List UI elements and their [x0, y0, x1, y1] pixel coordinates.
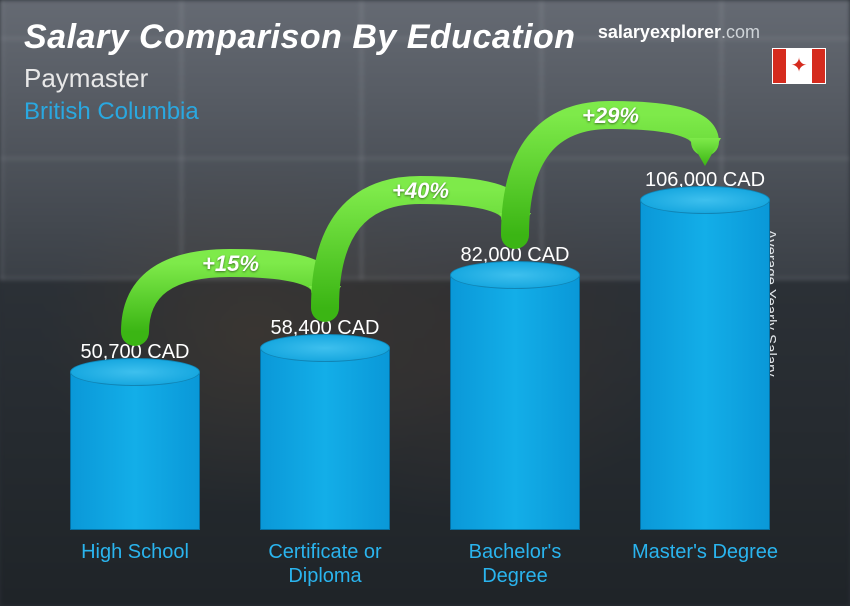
maple-leaf-icon: ✦ — [791, 56, 808, 76]
bar — [450, 275, 580, 530]
category-label: Certificate or Diploma — [245, 540, 405, 588]
bar — [70, 372, 200, 530]
category-label: High School — [81, 540, 189, 588]
bar-group: 82,000 CAD Bachelor's Degree — [420, 150, 610, 588]
bar-group: 106,000 CAD Master's Degree — [610, 150, 800, 588]
region-label: British Columbia — [24, 98, 826, 126]
category-label: Bachelor's Degree — [435, 540, 595, 588]
bar-group: 58,400 CAD Certificate or Diploma — [230, 150, 420, 588]
canada-flag-icon: ✦ — [772, 48, 826, 84]
bar-chart: 50,700 CAD High School 58,400 CAD Certif… — [40, 150, 800, 588]
brand-watermark: salaryexplorer.com — [598, 22, 760, 43]
category-label: Master's Degree — [632, 540, 778, 588]
job-title: Paymaster — [24, 63, 826, 94]
bar — [260, 348, 390, 530]
bar-group: 50,700 CAD High School — [40, 150, 230, 588]
bar — [640, 200, 770, 530]
